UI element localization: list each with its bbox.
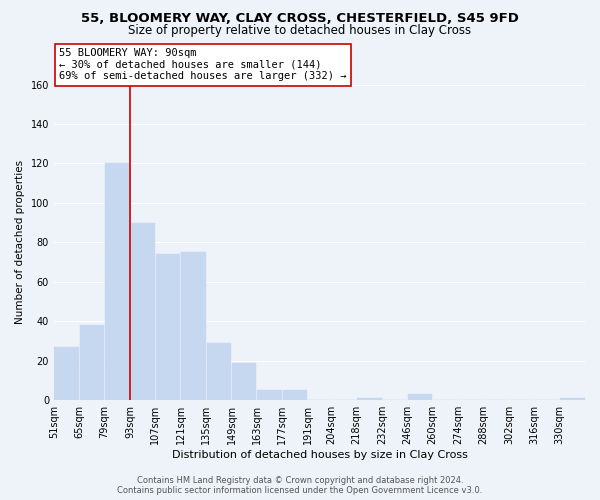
- Text: Size of property relative to detached houses in Clay Cross: Size of property relative to detached ho…: [128, 24, 472, 37]
- X-axis label: Distribution of detached houses by size in Clay Cross: Distribution of detached houses by size …: [172, 450, 467, 460]
- Bar: [206, 343, 231, 400]
- Text: 55 BLOOMERY WAY: 90sqm
← 30% of detached houses are smaller (144)
69% of semi-de: 55 BLOOMERY WAY: 90sqm ← 30% of detached…: [59, 48, 347, 82]
- Bar: [283, 390, 307, 400]
- Bar: [257, 390, 282, 400]
- Bar: [130, 222, 155, 400]
- Bar: [560, 398, 584, 400]
- Text: Contains HM Land Registry data © Crown copyright and database right 2024.
Contai: Contains HM Land Registry data © Crown c…: [118, 476, 482, 495]
- Bar: [55, 347, 79, 400]
- Bar: [105, 164, 130, 400]
- Bar: [357, 398, 382, 400]
- Y-axis label: Number of detached properties: Number of detached properties: [15, 160, 25, 324]
- Bar: [408, 394, 432, 400]
- Bar: [156, 254, 181, 400]
- Text: 55, BLOOMERY WAY, CLAY CROSS, CHESTERFIELD, S45 9FD: 55, BLOOMERY WAY, CLAY CROSS, CHESTERFIE…: [81, 12, 519, 26]
- Bar: [232, 362, 256, 400]
- Bar: [80, 325, 104, 400]
- Bar: [181, 252, 206, 400]
